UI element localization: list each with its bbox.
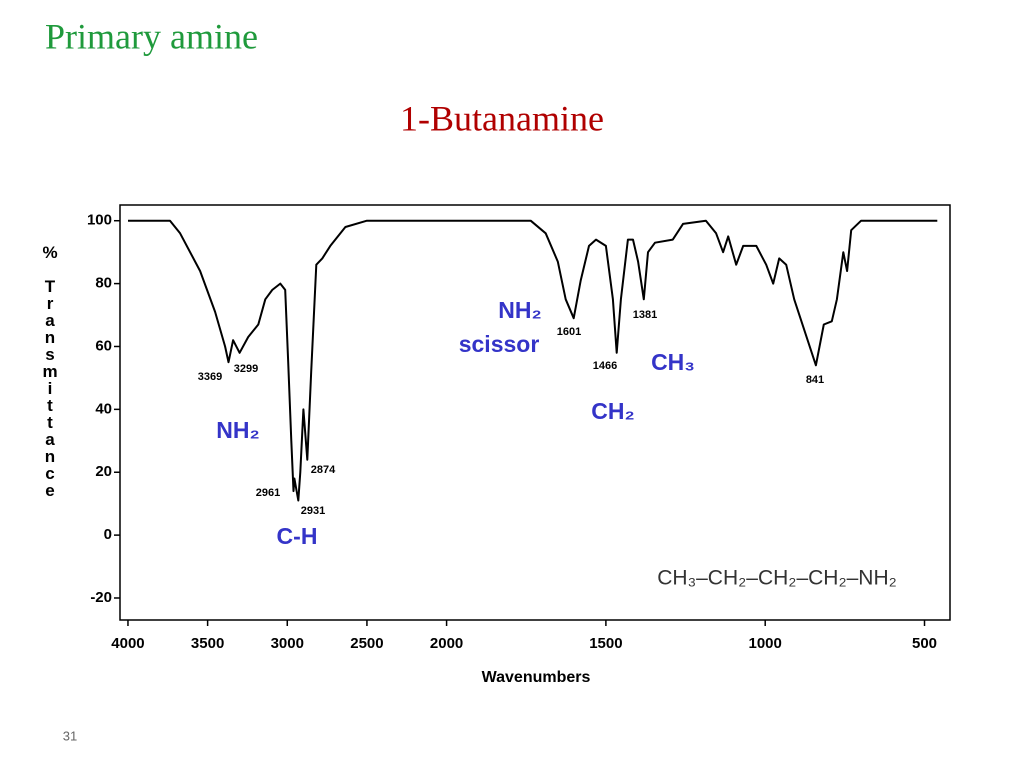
chart-title: 1-Butanamine bbox=[400, 98, 604, 138]
x-tick-label: 1500 bbox=[589, 635, 622, 652]
page-number: 31 bbox=[63, 728, 77, 743]
x-tick-label: 2500 bbox=[350, 635, 383, 652]
annotation: 3299 bbox=[234, 363, 258, 375]
annotation: 3369 bbox=[198, 371, 222, 383]
x-axis-label: Wavenumbers bbox=[482, 669, 591, 686]
x-tick-label: 3500 bbox=[191, 635, 224, 652]
formula: CH₃–CH₂–CH₂–CH₂–NH₂ bbox=[657, 567, 897, 590]
annotation: 2931 bbox=[301, 505, 325, 517]
y-tick-label: 60 bbox=[95, 337, 112, 354]
annotation: NH₂ bbox=[216, 417, 259, 443]
annotation: NH₂ bbox=[498, 297, 541, 323]
annotation: 841 bbox=[806, 374, 824, 386]
x-tick-label: 1000 bbox=[749, 635, 782, 652]
x-tick-label: 500 bbox=[912, 635, 937, 652]
annotation: 1601 bbox=[557, 326, 581, 338]
annotation: scissor bbox=[459, 331, 540, 357]
annotation: 2961 bbox=[256, 487, 280, 499]
x-tick-label: 3000 bbox=[271, 635, 304, 652]
plot-frame bbox=[119, 204, 951, 621]
x-tick-label: 4000 bbox=[111, 635, 144, 652]
y-axis-label: % Transmittance bbox=[41, 243, 60, 498]
y-tick-label: 100 bbox=[87, 212, 112, 229]
y-tick-label: 80 bbox=[95, 275, 112, 292]
annotation: CH₃ bbox=[651, 349, 695, 375]
y-tick-label: 20 bbox=[95, 463, 112, 480]
x-tick-label: 2000 bbox=[430, 635, 463, 652]
annotation: 2874 bbox=[311, 464, 336, 476]
annotation: C-H bbox=[277, 523, 318, 549]
y-tick-label: -20 bbox=[90, 589, 112, 606]
y-tick-label: 0 bbox=[104, 526, 112, 543]
y-tick-label: 40 bbox=[95, 400, 112, 417]
annotation: CH₂ bbox=[591, 398, 634, 424]
slide-heading: Primary amine bbox=[45, 16, 258, 56]
spectrum-line bbox=[128, 219, 938, 502]
annotation: 1381 bbox=[633, 309, 657, 321]
annotation: 1466 bbox=[593, 360, 617, 372]
